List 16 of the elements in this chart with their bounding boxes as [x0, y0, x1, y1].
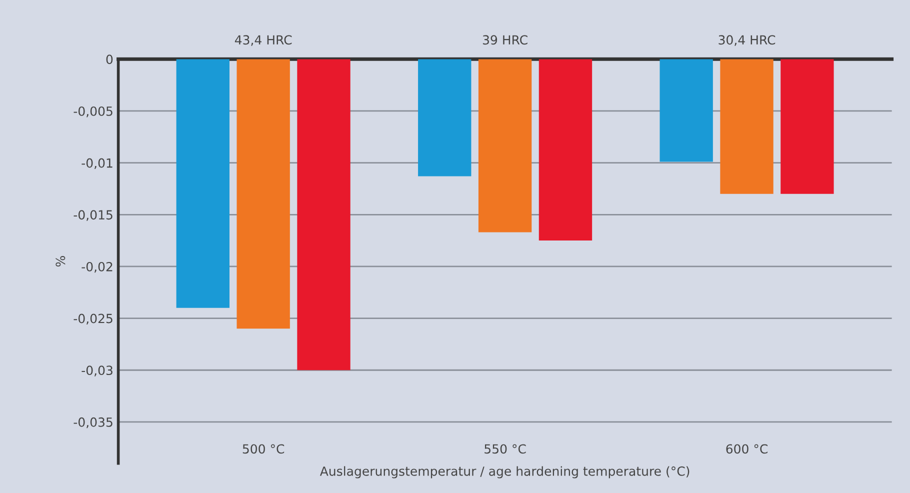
- y-tick-label: -0,015: [74, 210, 112, 221]
- y-tick-label: -0,01: [82, 158, 112, 170]
- y-tick-label: -0,02: [82, 262, 112, 273]
- text: 43,4 HRC: [234, 35, 292, 46]
- y-tick-label: -0,025: [74, 314, 112, 325]
- text: 30,4 HRC: [718, 35, 776, 46]
- y-tick-label: -0,005: [74, 106, 112, 118]
- x-axis-title: Auslagerungstemperatur / age hardening temperature (°C): [320, 466, 690, 478]
- x-tick-label: 550 °C: [484, 444, 526, 454]
- x-tick-label: 500 °C: [242, 444, 284, 454]
- text: 39 HRC: [482, 35, 528, 45]
- y-tick-label: 0: [106, 54, 113, 64]
- y-axis-title: %: [56, 256, 66, 267]
- y-tick-label: -0,03: [82, 366, 112, 376]
- y-tick-label: -0,035: [74, 417, 112, 428]
- x-tick-label: 600 °C: [726, 444, 768, 454]
